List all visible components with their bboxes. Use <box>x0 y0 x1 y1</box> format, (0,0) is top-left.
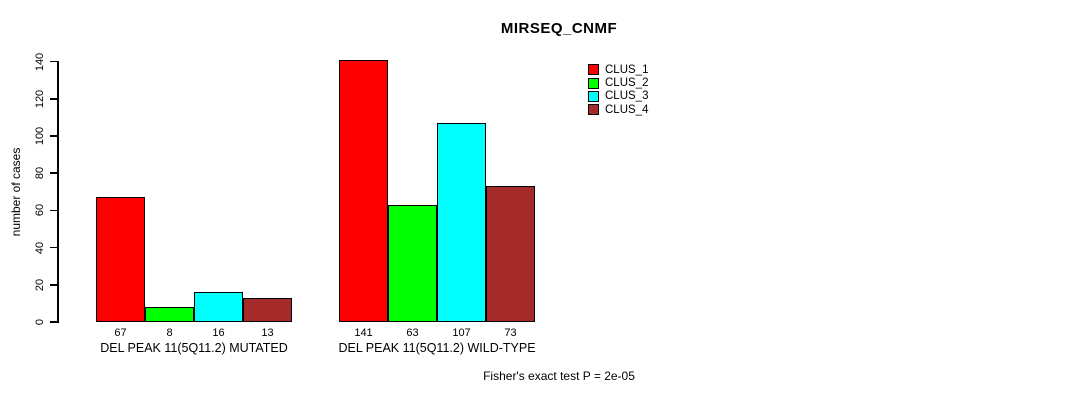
legend-label: CLUS_1 <box>605 63 649 76</box>
bar-value-label: 63 <box>406 327 419 339</box>
y-axis-tick-label: 0 <box>34 318 46 326</box>
y-axis-tick-label: 60 <box>34 204 46 217</box>
legend-swatch-icon <box>588 90 599 102</box>
bar-clus_1 <box>339 59 388 322</box>
group-label: DEL PEAK 11(5Q11.2) MUTATED <box>100 341 288 355</box>
legend: CLUS_1 CLUS_2 CLUS_3 CLUS_4 <box>588 63 648 117</box>
y-axis-tick-label: 80 <box>34 167 46 180</box>
bar-clus_3 <box>437 122 486 322</box>
bar-value-label: 16 <box>212 327 225 339</box>
bar-clus_4 <box>243 297 292 322</box>
legend-label: CLUS_3 <box>605 90 649 103</box>
bar-value-label: 13 <box>261 327 274 339</box>
y-axis-tick <box>50 321 57 323</box>
stat-test-caption: Fisher's exact test P = 2e-05 <box>483 369 635 383</box>
chart-title: MIRSEQ_CNMF <box>500 20 618 37</box>
legend-swatch-icon <box>588 64 599 76</box>
y-axis-tick <box>50 209 57 212</box>
y-axis-tick <box>50 98 57 100</box>
legend-row: CLUS_1 <box>588 63 648 76</box>
bar-value-label: 73 <box>504 327 517 339</box>
bar-value-label: 141 <box>354 327 373 339</box>
bar-clus_4 <box>486 186 535 322</box>
y-axis-tick-label: 20 <box>34 278 46 291</box>
bar-value-label: 107 <box>452 327 471 339</box>
y-axis-tick-label: 40 <box>34 241 46 254</box>
legend-row: CLUS_2 <box>588 76 648 89</box>
y-axis-tick-label: 100 <box>34 126 46 146</box>
y-axis-tick <box>50 246 57 249</box>
y-axis-tick-label: 120 <box>34 89 46 108</box>
legend-swatch-icon <box>588 104 599 116</box>
legend-label: CLUS_4 <box>605 103 649 116</box>
group-label: DEL PEAK 11(5Q11.2) WILD-TYPE <box>338 341 536 355</box>
bar-value-label: 8 <box>166 327 173 339</box>
y-axis-tick-label: 140 <box>34 52 46 71</box>
y-axis-label: number of cases <box>9 147 23 237</box>
bar-clus_2 <box>145 307 194 322</box>
bar-clus_1 <box>96 197 145 322</box>
y-axis-tick <box>50 172 57 174</box>
bar-clus_2 <box>388 204 437 322</box>
y-axis-tick <box>50 284 57 286</box>
y-axis-tick <box>50 135 57 137</box>
y-axis-tick <box>50 60 57 63</box>
legend-swatch-icon <box>588 77 599 89</box>
bar-value-label: 67 <box>114 327 127 339</box>
legend-row: CLUS_4 <box>588 103 648 116</box>
bar-clus_3 <box>194 292 243 322</box>
legend-row: CLUS_3 <box>588 90 648 103</box>
y-axis-line <box>57 61 59 323</box>
legend-label: CLUS_2 <box>605 77 649 90</box>
